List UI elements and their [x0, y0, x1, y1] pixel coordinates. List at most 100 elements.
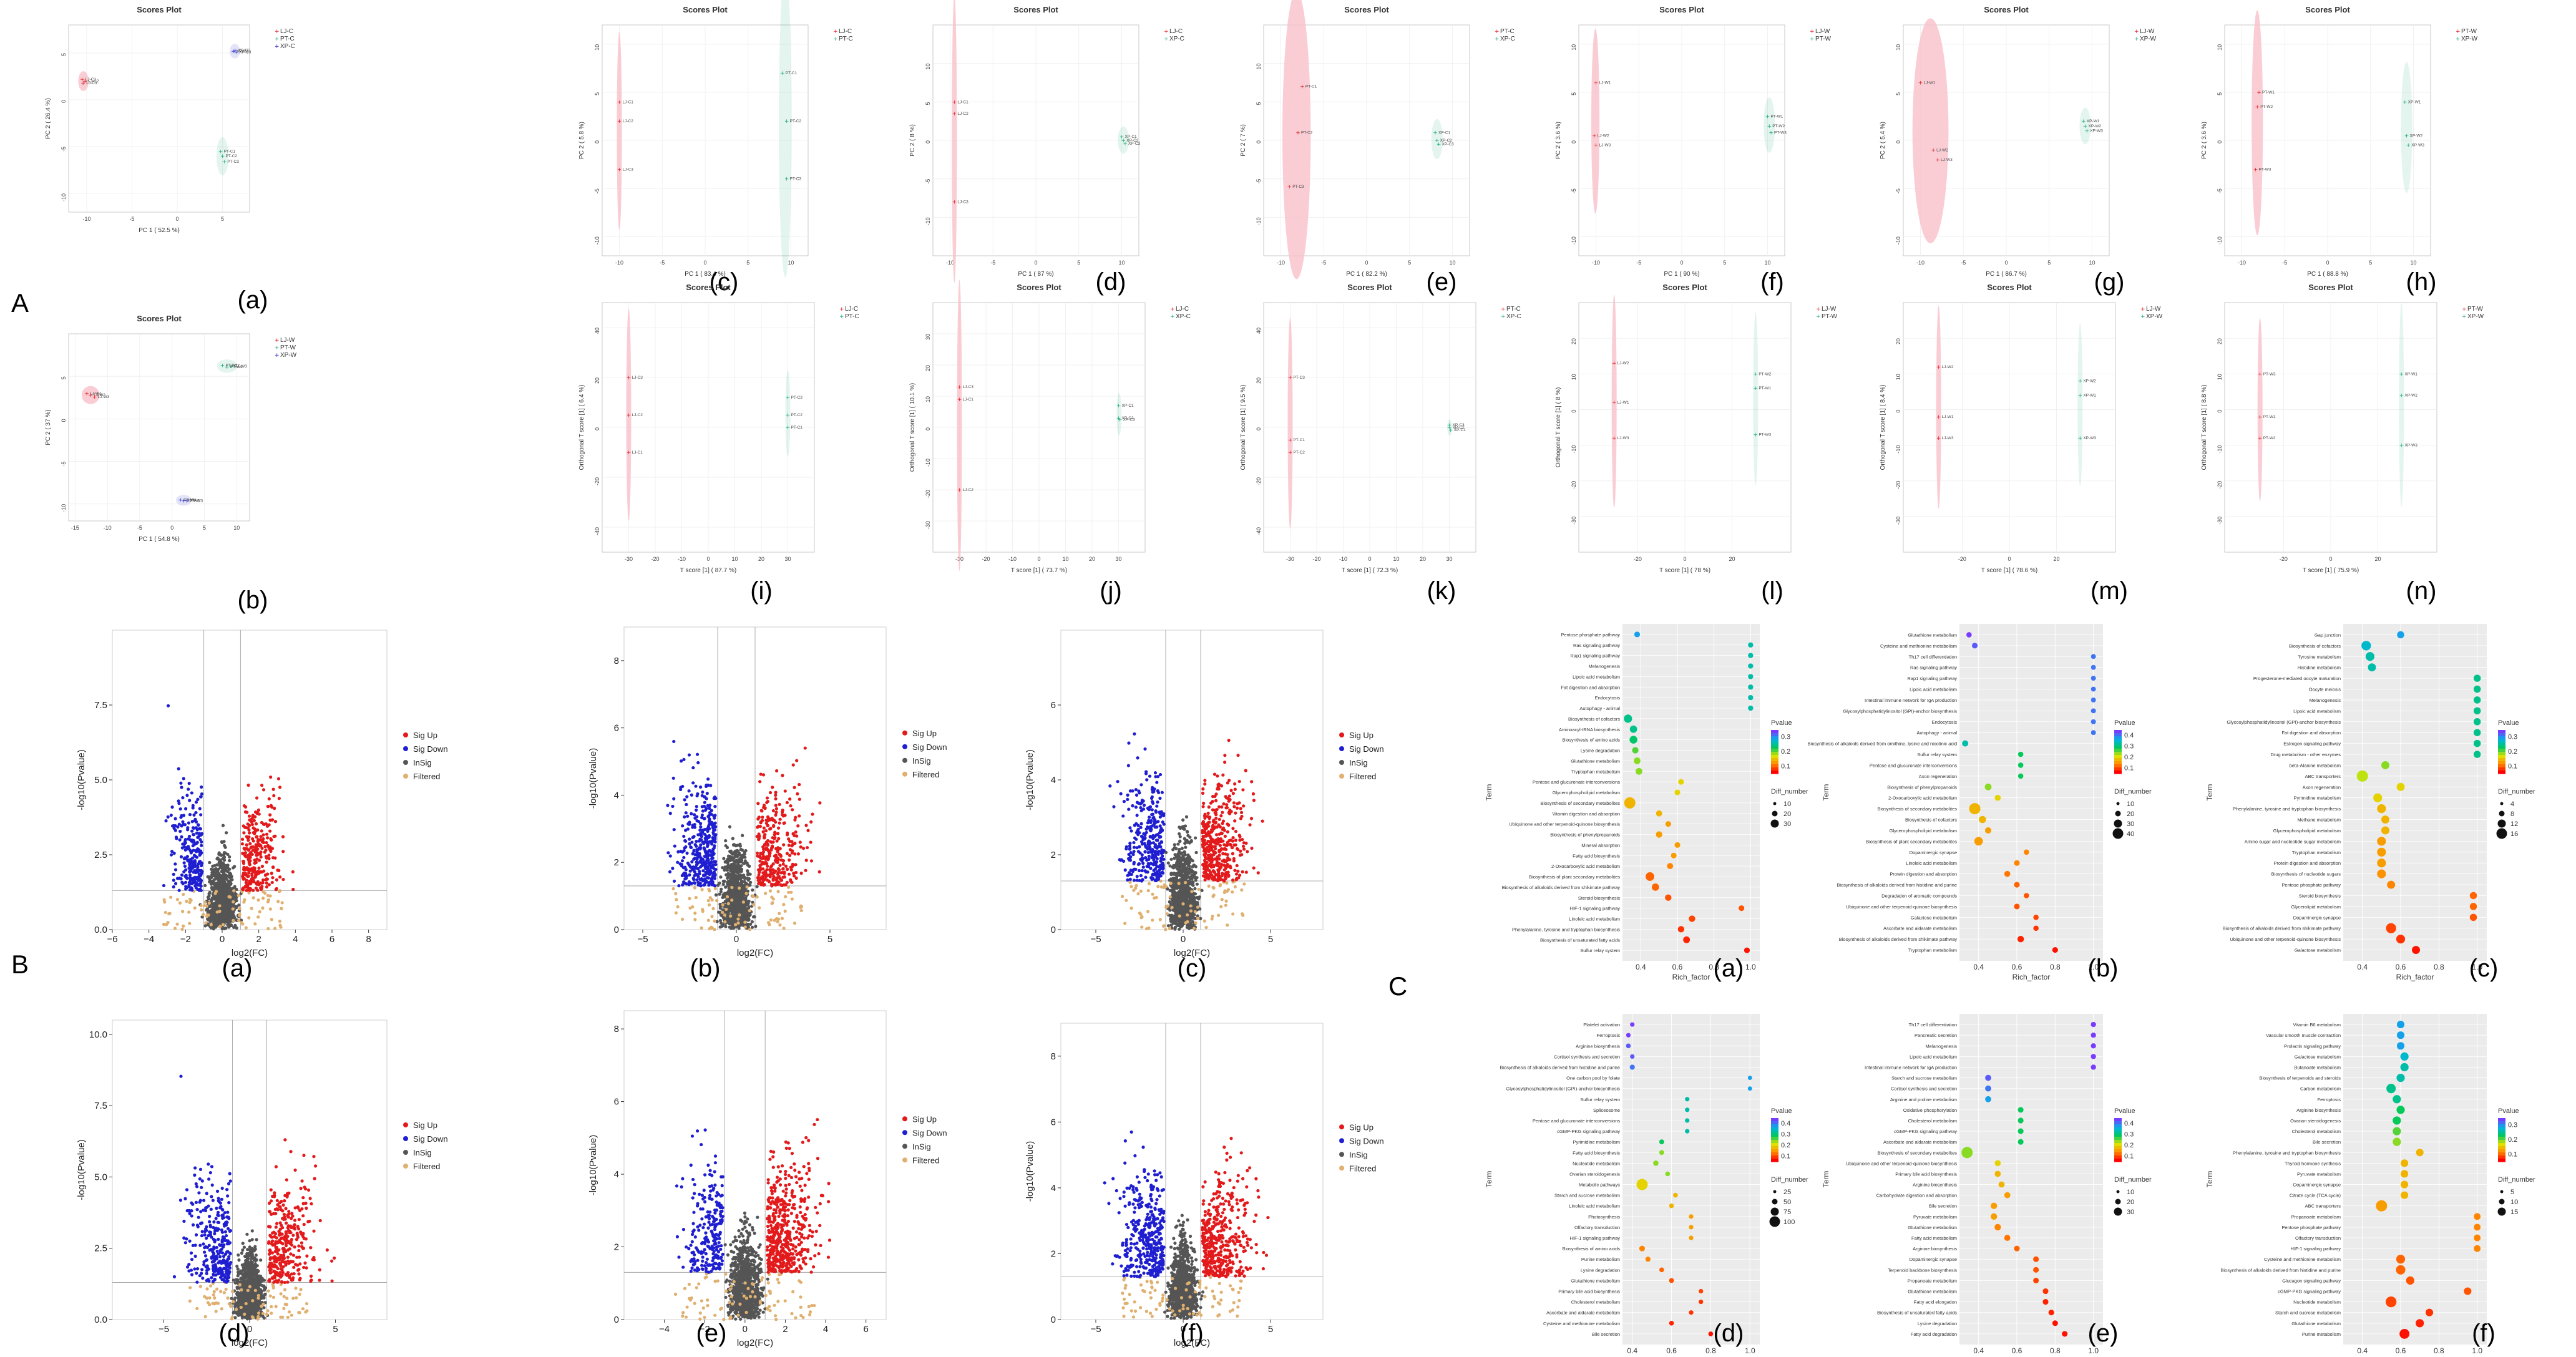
sig-down-point [197, 823, 200, 827]
insig-point [1170, 885, 1174, 888]
insig-point [1183, 857, 1187, 861]
sig-down-point [164, 819, 168, 823]
y-axis-label: Orthogonal T score [1] ( 8.4 %) [1880, 385, 1886, 470]
sig-up-point [255, 857, 259, 861]
sample-label: LJ-W3 [97, 395, 109, 399]
filtered-point [701, 908, 705, 912]
legend-label: InSig [413, 758, 432, 767]
sig-down-point [703, 837, 707, 840]
filtered-point [723, 913, 726, 917]
insig-point [214, 867, 218, 871]
sig-down-point [705, 845, 710, 849]
sig-down-point [704, 784, 708, 789]
sig-up-point [245, 873, 248, 877]
sig-up-point [766, 815, 770, 819]
y-tick-label: 6 [614, 723, 619, 734]
sig-up-point [260, 784, 264, 787]
sig-up-point [251, 888, 255, 892]
filtered-point [1177, 882, 1181, 885]
insig-point [721, 882, 725, 886]
sample-label: LJ-W1 [1942, 415, 1954, 419]
sig-up-point [784, 864, 788, 868]
insig-point [1192, 863, 1196, 867]
sig-down-point [711, 826, 715, 830]
filtered-point [165, 923, 168, 927]
confidence-ellipse [230, 44, 240, 59]
filtered-point [276, 900, 280, 903]
legend-label: Sig Up [912, 729, 937, 738]
sample-point: + [1287, 184, 1292, 190]
insig-point [212, 927, 215, 930]
sample-point: + [2078, 379, 2083, 385]
legend-label: LJ-C [845, 306, 858, 313]
insig-point [208, 860, 212, 865]
sig-up-point [765, 878, 769, 882]
filtered-point [213, 892, 217, 895]
legend-label: InSig [912, 756, 931, 766]
sig-up-point [250, 822, 254, 827]
x-tick-label: 30 [1446, 556, 1452, 562]
x-tick-label: 5 [2369, 260, 2372, 266]
insig-point [1166, 861, 1170, 865]
sig-down-point [197, 888, 201, 892]
insig-point [740, 905, 744, 908]
confidence-ellipse [1287, 317, 1293, 530]
y-tick-label: 20 [925, 365, 931, 371]
sig-up-point [278, 786, 282, 789]
insig-point [223, 845, 227, 849]
insig-point [220, 840, 224, 844]
legend-marker [902, 771, 907, 777]
y-tick-label: -10 [594, 236, 600, 245]
y-tick-label: 5 [1571, 92, 1577, 95]
insig-point [217, 857, 220, 861]
panel-a-i: Scores Plot-30 -20 -10 0 10 20 30-40-2002040T … [578, 283, 859, 605]
sig-up-point [243, 805, 248, 809]
sample-label: PT-C3 [1292, 185, 1304, 189]
sig-down-point [688, 820, 691, 824]
insig-point [1193, 892, 1198, 896]
x-axis-label: log2(FC) [737, 948, 773, 958]
sig-down-point [666, 804, 670, 807]
x-tick-label: 2 [256, 934, 261, 945]
filtered-point [244, 926, 248, 930]
panel-label: (j) [1100, 577, 1122, 605]
filtered-point [173, 927, 177, 930]
plot-title: Scores Plot [137, 5, 182, 14]
insig-point [729, 880, 733, 884]
confidence-ellipse [785, 370, 791, 457]
sig-up-point [774, 857, 778, 862]
legend-marker: + [2456, 36, 2461, 42]
sample-point: + [1288, 437, 1293, 444]
sample-label: PT-C1 [791, 426, 803, 430]
filtered-point [726, 902, 730, 905]
sig-up-point [762, 805, 766, 809]
filtered-point [743, 920, 747, 924]
sig-up-point [766, 799, 769, 804]
sample-point: + [2258, 414, 2263, 421]
filtered-point [1120, 895, 1125, 898]
sig-down-point [706, 777, 710, 781]
x-axis-label: PC 1 ( 82.2 %) [1346, 271, 1387, 278]
legend-marker [403, 760, 408, 765]
sample-label: PT-W3 [2263, 372, 2276, 376]
insig-point [1171, 872, 1174, 876]
sig-up-point [789, 804, 793, 808]
sig-down-point [190, 887, 193, 890]
filtered-point [180, 910, 185, 913]
y-tick-label: -5 [61, 462, 67, 467]
filtered-point [242, 900, 246, 904]
sig-down-point [173, 882, 178, 885]
sig-down-point [190, 878, 193, 882]
sig-down-point [181, 796, 185, 800]
sample-label: XP-C3 [239, 51, 251, 55]
sig-up-point [775, 769, 779, 773]
insig-point [1178, 878, 1182, 882]
sig-up-point [261, 878, 265, 882]
sig-up-point [256, 853, 260, 857]
sample-label: XP-W3 [2404, 444, 2417, 448]
sample-point: + [1288, 450, 1293, 456]
sig-down-point [200, 844, 203, 847]
sig-up-point [757, 815, 761, 819]
insig-point [1183, 842, 1187, 845]
